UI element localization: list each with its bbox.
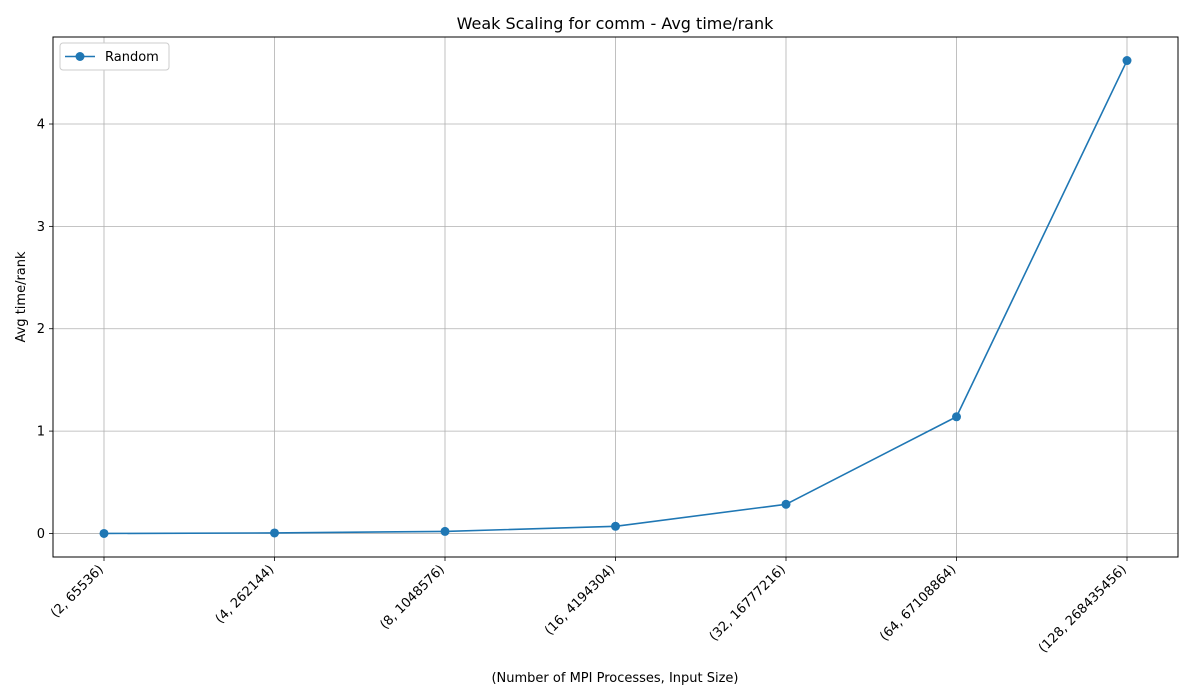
data-point <box>1122 56 1132 66</box>
data-point <box>781 499 791 509</box>
y-tick-label: 2 <box>37 322 45 337</box>
data-point <box>440 526 450 536</box>
y-tick-label: 4 <box>37 118 45 133</box>
data-point <box>611 521 620 531</box>
y-tick-label: 1 <box>37 425 45 440</box>
data-point <box>952 412 961 422</box>
y-tick-label: 0 <box>37 527 45 542</box>
data-point <box>99 528 109 538</box>
legend: Random <box>59 42 170 71</box>
legend-marker-swatch <box>75 52 85 61</box>
y-tick-label: 3 <box>37 220 45 235</box>
y-axis-title: Avg time/rank <box>14 251 29 343</box>
grid <box>53 37 1178 557</box>
legend-box <box>59 42 170 71</box>
x-axis-title: (Number of MPI Processes, Input Size) <box>491 671 738 686</box>
legend-label-random: Random <box>105 50 159 65</box>
data-point <box>270 528 279 538</box>
chart-title: Weak Scaling for comm - Avg time/rank <box>457 14 774 33</box>
y-axis: 0 1 2 3 4 <box>37 118 53 542</box>
series-layer <box>99 56 1132 538</box>
